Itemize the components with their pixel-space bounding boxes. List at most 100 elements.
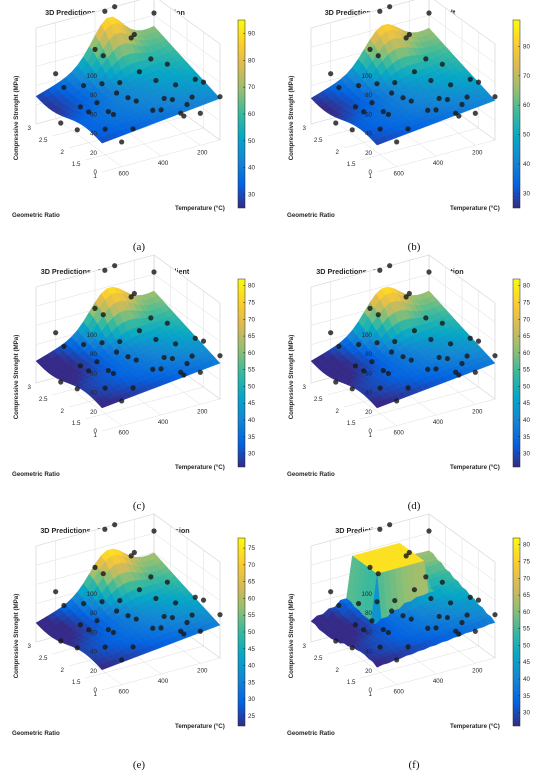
colorbar-tick-label: 35	[248, 434, 255, 441]
z-tick-label: 60	[365, 370, 372, 377]
data-point	[153, 595, 159, 602]
data-point	[377, 385, 383, 391]
data-point	[411, 69, 418, 75]
data-point	[459, 360, 465, 367]
data-point	[128, 294, 134, 300]
data-point	[394, 657, 400, 663]
y-tick-label: 200	[197, 667, 208, 674]
y-tick-label: 200	[472, 149, 483, 156]
colorbar-tick-label: 45	[523, 400, 530, 407]
data-point	[100, 571, 106, 577]
colorbar-tick-label: 65	[248, 579, 255, 586]
data-point	[164, 579, 170, 585]
data-point	[110, 370, 117, 377]
data-point	[387, 522, 393, 528]
y-axis-label: Temperature (°C)	[450, 205, 500, 212]
data-point	[110, 629, 117, 636]
data-point	[333, 120, 339, 126]
colorbar-tick-label: 60	[248, 111, 255, 118]
data-point	[336, 84, 342, 91]
data-point	[472, 369, 478, 375]
y-gridline	[55, 22, 122, 167]
colorbar-tick-label: 75	[248, 300, 255, 307]
colorbar-tick-label: 65	[523, 592, 530, 599]
colorbar-tick-label: 70	[523, 73, 530, 80]
y-tick-label: 200	[472, 667, 483, 674]
data-point	[375, 312, 381, 318]
y-axis-label: Temperature (°C)	[175, 464, 225, 471]
y-axis-label: Temperature (°C)	[175, 723, 225, 730]
data-point	[184, 619, 190, 626]
data-point	[58, 379, 64, 385]
y-tick-label: 200	[472, 408, 483, 415]
data-point	[74, 645, 80, 651]
data-point	[425, 366, 431, 372]
data-point	[436, 354, 442, 361]
data-point	[456, 372, 462, 378]
data-point	[164, 61, 170, 67]
colorbar-tick-label: 60	[523, 350, 530, 357]
x-tick-label: 1.5	[72, 420, 81, 427]
data-point	[433, 107, 439, 113]
data-point	[148, 574, 154, 580]
colorbar-tick-label: 55	[523, 367, 530, 374]
colorbar-tick-label: 50	[248, 138, 255, 145]
z-tick-label: 0	[94, 169, 98, 176]
data-point	[385, 111, 392, 118]
data-point	[475, 79, 482, 85]
surface-patch	[97, 401, 109, 409]
data-point	[456, 113, 462, 119]
data-point	[349, 645, 355, 651]
x-gridline	[85, 32, 204, 161]
data-point	[102, 8, 108, 14]
data-point	[377, 267, 383, 273]
data-point	[367, 305, 373, 311]
data-point	[61, 602, 67, 609]
x-tick-label: 1.5	[347, 679, 356, 686]
data-point	[406, 31, 412, 38]
data-point	[105, 626, 111, 633]
data-point	[125, 354, 131, 360]
x-tick-label: 2	[61, 667, 65, 674]
data-point	[374, 81, 380, 87]
colorbar-tick-label: 90	[248, 30, 255, 37]
data-point	[405, 644, 411, 650]
data-point	[411, 587, 418, 593]
data-point	[77, 104, 84, 110]
colorbar-tick-label: 80	[523, 283, 530, 290]
colorbar-tick-label: 70	[523, 575, 530, 582]
data-point	[472, 110, 478, 116]
data-point	[125, 95, 131, 101]
y-tick-label: 600	[394, 171, 405, 178]
colorbar-tick-label: 80	[248, 283, 255, 290]
data-point	[423, 315, 429, 321]
x-gridline	[85, 550, 204, 679]
z-tick-label: 0	[94, 428, 98, 435]
data-point	[200, 79, 207, 85]
z-tick-label: 20	[90, 150, 97, 157]
x-axis-label: Geometric Ratio	[12, 471, 60, 478]
data-point	[150, 625, 156, 631]
x-tick-label: 2.5	[314, 655, 323, 662]
data-point	[80, 82, 87, 89]
data-point	[439, 579, 445, 585]
x-tick-label: 1	[94, 432, 98, 439]
z-tick-label: 60	[90, 370, 97, 377]
data-point	[385, 370, 392, 377]
data-point	[61, 84, 67, 91]
data-point	[336, 343, 342, 350]
data-point	[169, 614, 176, 621]
z-tick-label: 40	[365, 131, 372, 138]
data-point	[113, 349, 120, 355]
x-tick-label: 1.5	[72, 679, 81, 686]
data-point	[113, 90, 120, 96]
data-point	[53, 589, 59, 595]
data-point	[426, 10, 432, 16]
data-point	[349, 127, 355, 133]
colorbar-tick-label: 30	[523, 190, 530, 197]
data-point	[426, 528, 432, 534]
data-point	[394, 398, 400, 404]
x-gridline	[101, 303, 221, 432]
data-point	[439, 61, 445, 67]
data-point	[117, 338, 123, 345]
